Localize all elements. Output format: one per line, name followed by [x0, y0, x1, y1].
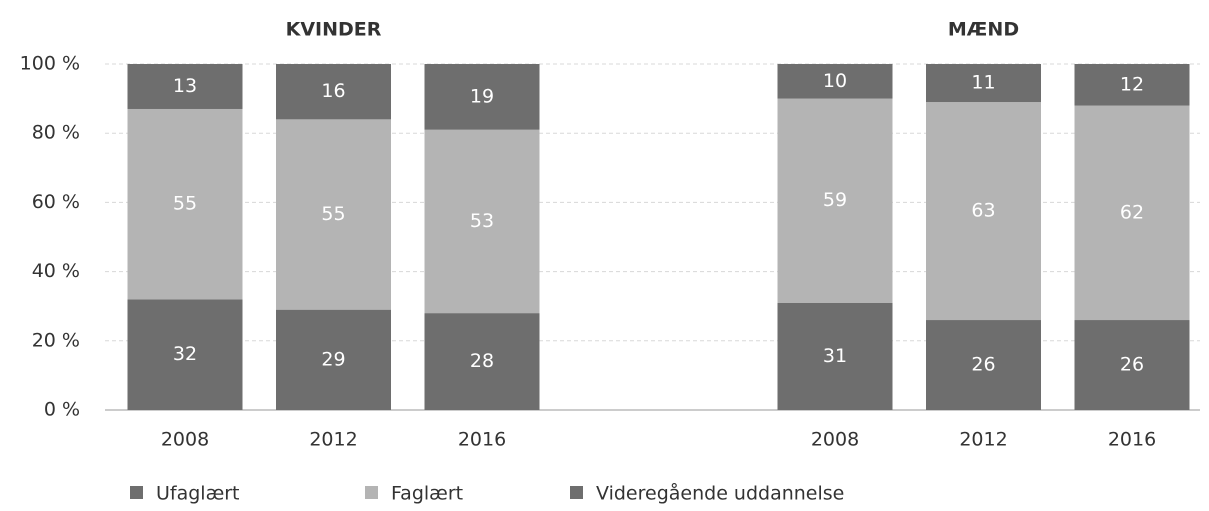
- bar-segment: [926, 102, 1041, 321]
- value-label: 53: [470, 210, 494, 232]
- value-label: 62: [1120, 201, 1144, 223]
- bar-segment: [777, 302, 893, 410]
- value-label: 32: [173, 343, 197, 365]
- bar-segment: [276, 64, 391, 120]
- bar-segment: [926, 320, 1041, 410]
- value-label: 29: [321, 348, 345, 370]
- value-label: 63: [971, 200, 995, 222]
- bar-segment: [127, 299, 243, 410]
- value-label: 11: [971, 72, 995, 94]
- value-label: 12: [1120, 73, 1144, 95]
- value-label: 26: [1120, 354, 1144, 376]
- group-title: MÆND: [948, 19, 1019, 41]
- y-tick-label: 0 %: [44, 399, 80, 421]
- x-tick-label: 2016: [458, 429, 506, 451]
- value-label: 13: [173, 75, 197, 97]
- bar-segment: [276, 309, 391, 410]
- value-label: 55: [321, 203, 345, 225]
- bar-segment: [777, 64, 893, 99]
- y-tick-label: 60 %: [32, 191, 80, 213]
- bar-segment: [424, 64, 540, 130]
- value-label: 55: [173, 193, 197, 215]
- y-tick-label: 80 %: [32, 122, 80, 144]
- y-tick-label: 40 %: [32, 260, 80, 282]
- legend-label: Ufaglært: [156, 483, 240, 505]
- x-tick-label: 2008: [811, 429, 859, 451]
- value-label: 59: [823, 189, 847, 211]
- x-tick-label: 2012: [309, 429, 357, 451]
- bar-segment: [1074, 105, 1190, 321]
- value-label: 16: [321, 80, 345, 102]
- x-tick-label: 2012: [959, 429, 1007, 451]
- bar-segment: [424, 313, 540, 410]
- group-title: KVINDER: [286, 19, 382, 41]
- x-tick-label: 2016: [1108, 429, 1156, 451]
- bar-segment: [127, 64, 243, 109]
- bar-segment: [1074, 64, 1190, 106]
- value-label: 19: [470, 85, 494, 107]
- bar-segment: [777, 98, 893, 303]
- x-tick-label: 2008: [161, 429, 209, 451]
- bar-segment: [1074, 320, 1190, 410]
- legend-swatch: [130, 486, 143, 499]
- bar-segment: [424, 129, 540, 314]
- value-label: 31: [823, 345, 847, 367]
- value-label: 26: [971, 354, 995, 376]
- bar-segment: [276, 119, 391, 310]
- y-tick-label: 100 %: [20, 53, 80, 75]
- legend-swatch: [365, 486, 378, 499]
- legend-label: Faglært: [391, 483, 463, 505]
- legend-label: Videregående uddannelse: [596, 482, 844, 505]
- bar-segment: [926, 64, 1041, 103]
- value-label: 10: [823, 70, 847, 92]
- value-label: 28: [470, 350, 494, 372]
- legend-swatch: [570, 486, 583, 499]
- y-tick-label: 20 %: [32, 329, 80, 351]
- bar-segment: [127, 108, 243, 300]
